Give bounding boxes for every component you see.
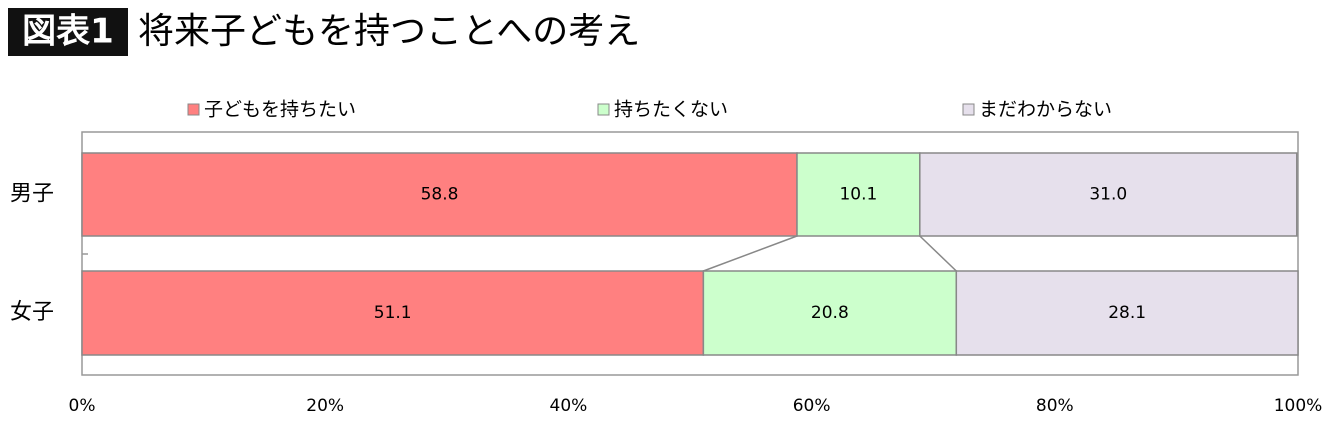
bar-segment [702, 270, 958, 356]
legend-label: 持ちたくない [614, 99, 728, 121]
figure-label: 図表1 [22, 12, 114, 52]
legend-label: まだわからない [979, 99, 1112, 121]
value-label: 51.1 [374, 303, 412, 323]
value-label: 58.8 [421, 185, 459, 205]
x-tick-label: 100% [1274, 396, 1323, 416]
legend-swatch [962, 103, 975, 116]
legend-label: 子どもを持ちたい [204, 99, 356, 121]
series-line [703, 235, 798, 272]
legend-swatch [187, 103, 200, 116]
bar-segment [955, 270, 1299, 356]
y-tick-label: 男子 [10, 182, 54, 207]
bar-segment [796, 152, 921, 237]
value-label: 10.1 [839, 185, 877, 205]
bar-segment [81, 152, 798, 237]
chart-title: 将来子どもを持つことへの考え [138, 11, 640, 52]
x-tick-label: 20% [306, 396, 344, 416]
series-line [919, 235, 957, 272]
value-label: 20.8 [811, 303, 849, 323]
y-tick-label: 女子 [10, 300, 54, 325]
label-box [8, 8, 128, 56]
value-label: 31.0 [1089, 185, 1127, 205]
x-tick-label: 60% [793, 396, 831, 416]
x-tick-label: 0% [69, 396, 96, 416]
bar-segment [919, 152, 1298, 237]
x-tick-label: 80% [1036, 396, 1074, 416]
x-tick-label: 40% [550, 396, 588, 416]
value-label: 28.1 [1108, 303, 1146, 323]
legend-swatch [597, 103, 610, 116]
